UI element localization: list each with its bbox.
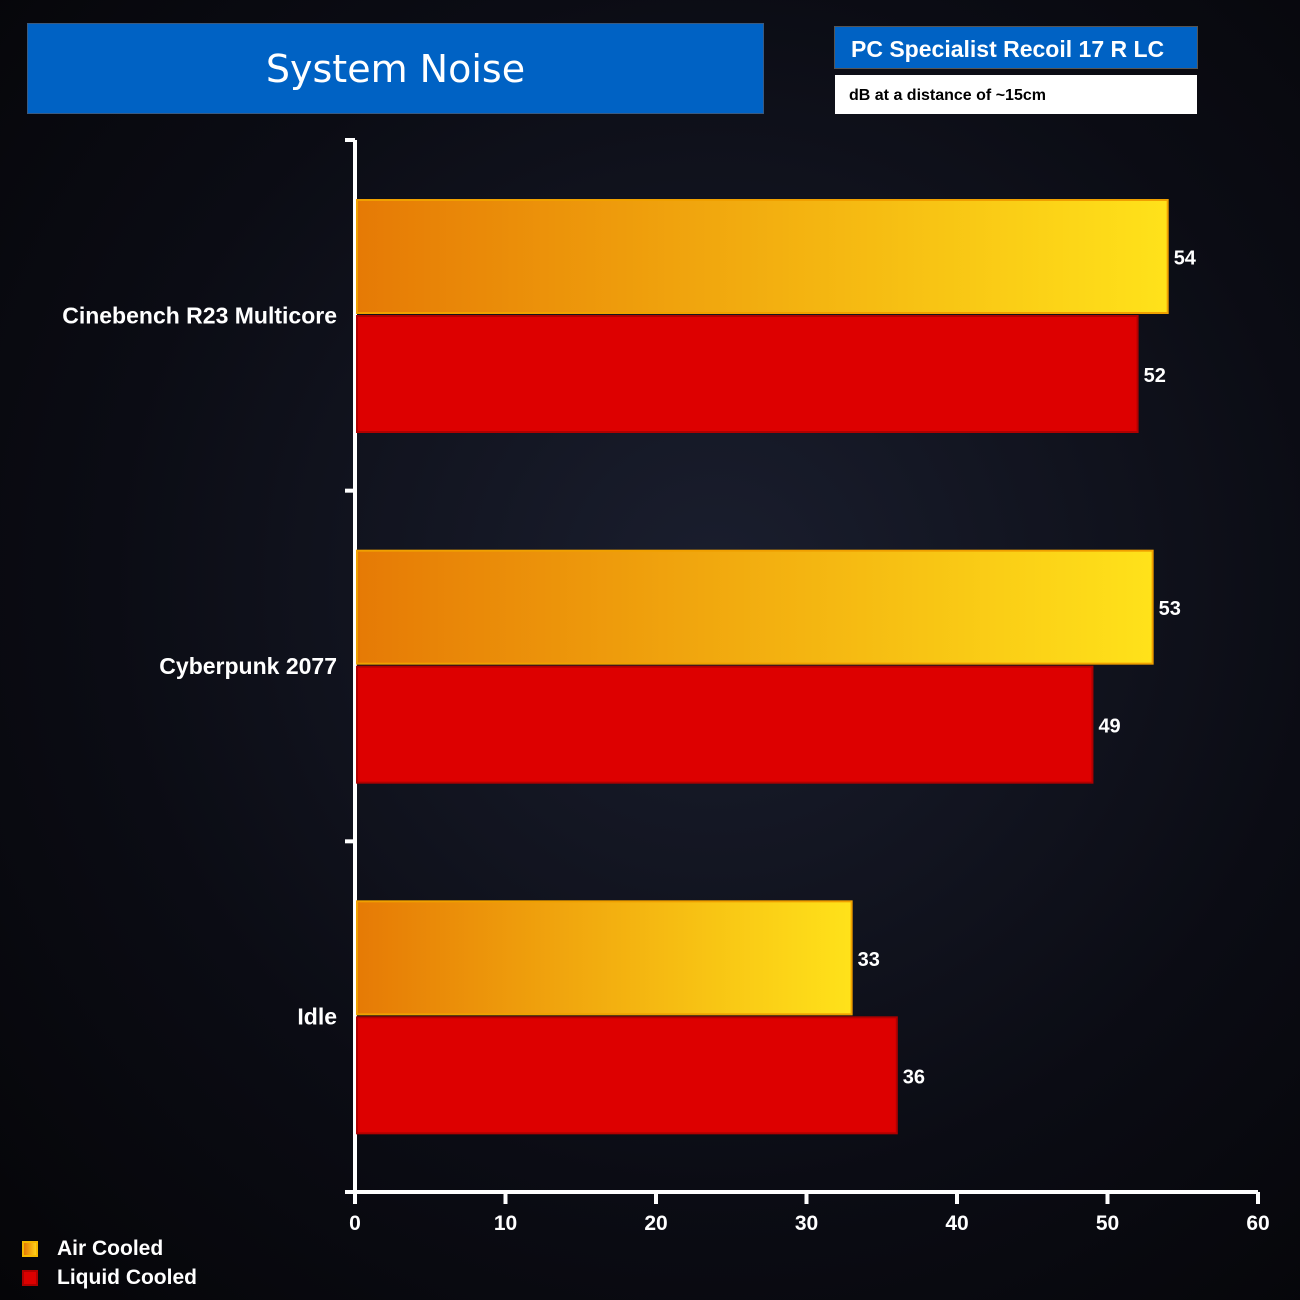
chart-title: System Noise [27,23,764,114]
category-label: Cinebench R23 Multicore [62,302,337,328]
data-label: 54 [1174,248,1197,270]
category-label: Cyberpunk 2077 [159,653,337,679]
data-label: 52 [1144,365,1166,387]
legend-label: Air Cooled [57,1237,164,1260]
chart-note: dB at a distance of ~15cm [835,75,1197,114]
chart-subtitle: PC Specialist Recoil 17 R LC [834,26,1198,69]
data-label: 33 [858,949,880,971]
bar-air-cooled [356,549,1154,665]
x-tick-label: 0 [349,1212,361,1235]
legend-item-liquid: Liquid Cooled [22,1266,197,1290]
bar-liquid-cooled [356,315,1139,433]
legend-swatch-air [22,1241,38,1257]
x-tick-label: 30 [795,1212,818,1235]
data-label: 53 [1159,598,1181,620]
bar-liquid-cooled [356,1016,898,1135]
data-label: 36 [903,1066,925,1088]
data-label: 49 [1098,716,1120,738]
bar-air-cooled [356,900,853,1016]
legend-label: Liquid Cooled [57,1266,197,1289]
bar-liquid-cooled [356,665,1094,784]
x-tick-label: 60 [1246,1212,1269,1235]
x-tick-label: 10 [494,1212,517,1235]
legend-swatch-liquid [22,1270,38,1286]
x-tick-label: 50 [1096,1212,1119,1235]
category-label: Idle [297,1004,337,1030]
bar-air-cooled [356,199,1169,314]
x-tick-label: 20 [644,1212,667,1235]
legend-item-air: Air Cooled [22,1237,163,1261]
x-tick-label: 40 [945,1212,968,1235]
